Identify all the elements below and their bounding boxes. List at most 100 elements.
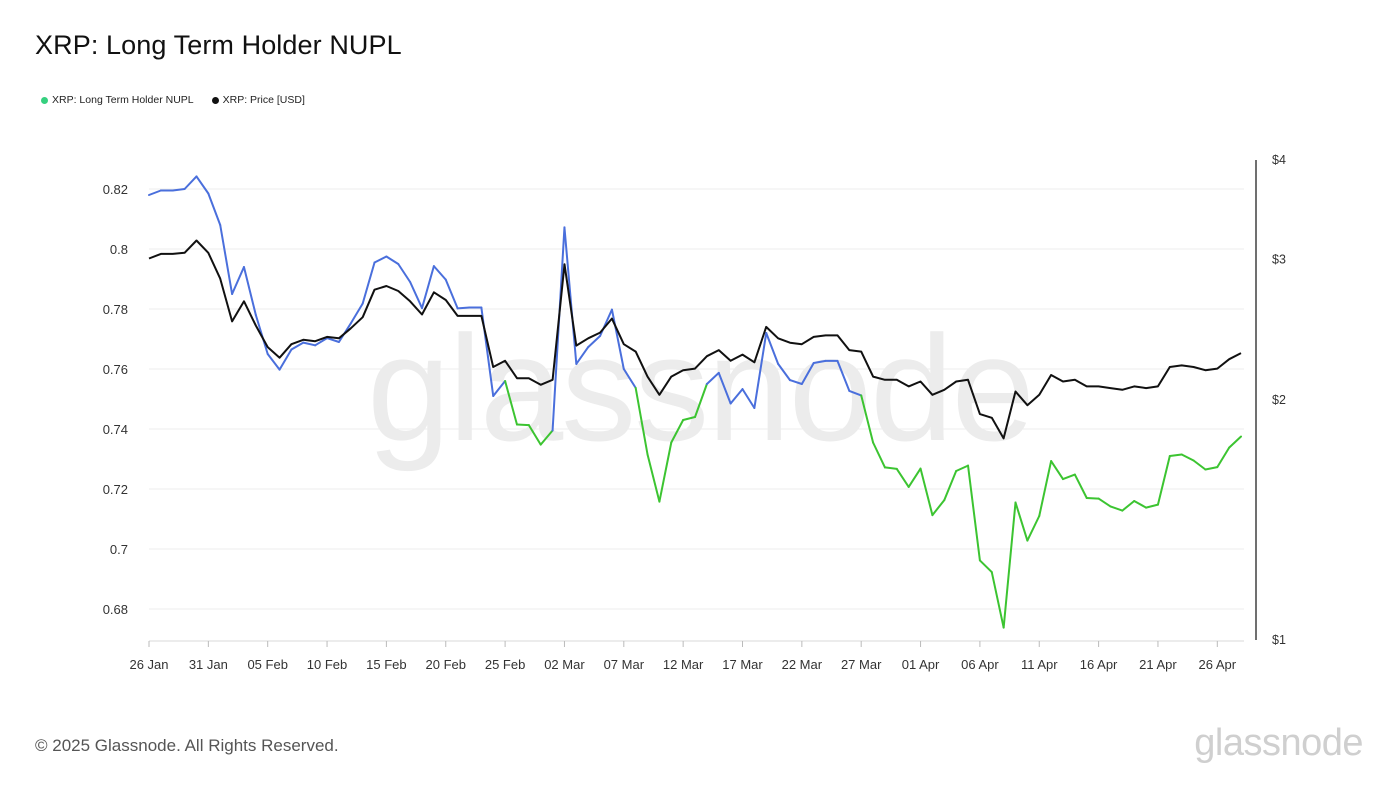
legend-label-nupl: XRP: Long Term Holder NUPL [52, 94, 194, 106]
nupl-line-segment [1073, 473, 1088, 499]
y-tick-label-left: 0.74 [103, 422, 128, 437]
nupl-line-segment [1109, 505, 1124, 512]
nupl-line-segment [361, 261, 376, 305]
nupl-line-segment [266, 353, 281, 371]
nupl-line-segment [670, 419, 685, 444]
nupl-line-segment [836, 359, 851, 392]
nupl-line-segment [777, 362, 791, 382]
nupl-line-segment [978, 559, 993, 574]
legend-label-price: XRP: Price [USD] [222, 94, 305, 106]
chart-legend: XRP: Long Term Holder NUPL XRP: Price [U… [41, 94, 305, 106]
nupl-line-segment [207, 192, 222, 226]
x-tick-label: 06 Apr [961, 657, 999, 672]
y-tick-label-right: $3 [1272, 253, 1286, 267]
nupl-line-segment [729, 388, 744, 405]
nupl-line-segment [1002, 501, 1017, 629]
nupl-line-segment [753, 332, 768, 409]
nupl-line-segment [1038, 460, 1053, 517]
x-tick-label: 27 Mar [841, 657, 882, 672]
x-tick-label: 01 Apr [902, 657, 940, 672]
x-tick-label: 02 Mar [544, 657, 585, 672]
nupl-line-segment [409, 281, 424, 310]
nupl-line-segment [646, 453, 661, 503]
nupl-line-segment [444, 278, 459, 310]
nupl-line-segment [741, 388, 756, 409]
nupl-line-segment [563, 226, 578, 365]
legend-dot-price [211, 96, 219, 104]
nupl-line-segment [148, 189, 162, 196]
nupl-line-segment [658, 441, 673, 503]
nupl-line-segment [919, 467, 934, 517]
nupl-line-segment [231, 266, 245, 295]
nupl-line-segment [1192, 459, 1207, 471]
nupl-line-segment [1061, 473, 1076, 481]
nupl-line-segment [1085, 497, 1100, 500]
nupl-line-segment [326, 337, 340, 343]
nupl-line-segment [717, 371, 732, 405]
x-tick-label: 11 Apr [1021, 657, 1058, 672]
nupl-line-segment [575, 346, 590, 365]
nupl-line-segment [1026, 515, 1041, 542]
y-tick-label-right: $4 [1272, 153, 1286, 167]
x-tick-label: 22 Mar [782, 657, 823, 672]
nupl-line-segment [171, 188, 186, 192]
nupl-line-segment [1216, 446, 1231, 469]
x-tick-label: 26 Apr [1199, 657, 1237, 672]
y-tick-label-left: 0.68 [103, 602, 128, 617]
nupl-line-segment [1050, 460, 1064, 481]
y-tick-label-left: 0.7 [110, 542, 128, 557]
nupl-line-segment [895, 467, 910, 488]
nupl-line-segment [967, 464, 981, 562]
nupl-line-segment [492, 380, 507, 397]
nupl-line-segment [349, 302, 364, 325]
nupl-line-segment [990, 571, 1005, 629]
x-tick-label: 25 Feb [485, 657, 525, 672]
nupl-line-segment [1121, 500, 1136, 512]
nupl-line-segment [1133, 500, 1148, 509]
x-tick-label: 20 Feb [426, 657, 466, 672]
y-tick-label-left: 0.76 [103, 362, 128, 377]
nupl-line-segment [290, 341, 305, 351]
nupl-line-segment [278, 348, 293, 371]
y-tick-label-right: $1 [1272, 633, 1286, 647]
nupl-line-segment [788, 379, 803, 385]
nupl-line-segment [373, 255, 388, 264]
legend-dot-nupl [41, 96, 48, 104]
x-tick-label: 05 Feb [247, 657, 287, 672]
nupl-line-segment [1014, 501, 1029, 542]
nupl-line-segment [860, 394, 875, 444]
nupl-line-segment [456, 306, 471, 310]
page-title: XRP: Long Term Holder NUPL [35, 30, 402, 60]
x-tick-label: 10 Feb [307, 657, 347, 672]
y-tick-label-left: 0.78 [103, 302, 128, 317]
nupl-line-segment [539, 429, 554, 446]
x-tick-label: 17 Mar [722, 657, 763, 672]
nupl-line-segment [610, 308, 625, 370]
nupl-line-segment [848, 389, 863, 397]
nupl-line-segment [515, 423, 530, 427]
nupl-line-segment [931, 499, 946, 517]
x-tick-label: 31 Jan [189, 657, 228, 672]
nupl-line-segment [955, 464, 970, 472]
watermark-text: glassnode [367, 304, 1033, 472]
nupl-line-segment [682, 416, 697, 421]
legend-item-nupl[interactable]: XRP: Long Term Holder NUPL [41, 94, 194, 106]
nupl-line-segment [943, 470, 958, 502]
nupl-line-segment [812, 359, 827, 364]
legend-item-price[interactable]: XRP: Price [USD] [211, 94, 305, 106]
x-tick-label: 26 Jan [129, 657, 168, 672]
y-tick-label-left: 0.8 [110, 242, 128, 257]
nupl-line-segment [705, 371, 720, 385]
nupl-line-segment [634, 386, 649, 456]
nupl-line-segment [1145, 503, 1159, 509]
y-tick-label-left: 0.82 [103, 182, 128, 197]
nupl-line-segment [907, 467, 922, 488]
nupl-line-segment [1156, 455, 1171, 506]
nupl-line-segment [314, 337, 329, 347]
nupl-line-segment [872, 441, 886, 469]
x-tick-label: 07 Mar [604, 657, 645, 672]
y-tick-label-right: $2 [1272, 393, 1286, 407]
nupl-line-segment [1168, 453, 1183, 457]
nupl-line-segment [219, 224, 234, 295]
nupl-line-segment [1204, 466, 1219, 471]
